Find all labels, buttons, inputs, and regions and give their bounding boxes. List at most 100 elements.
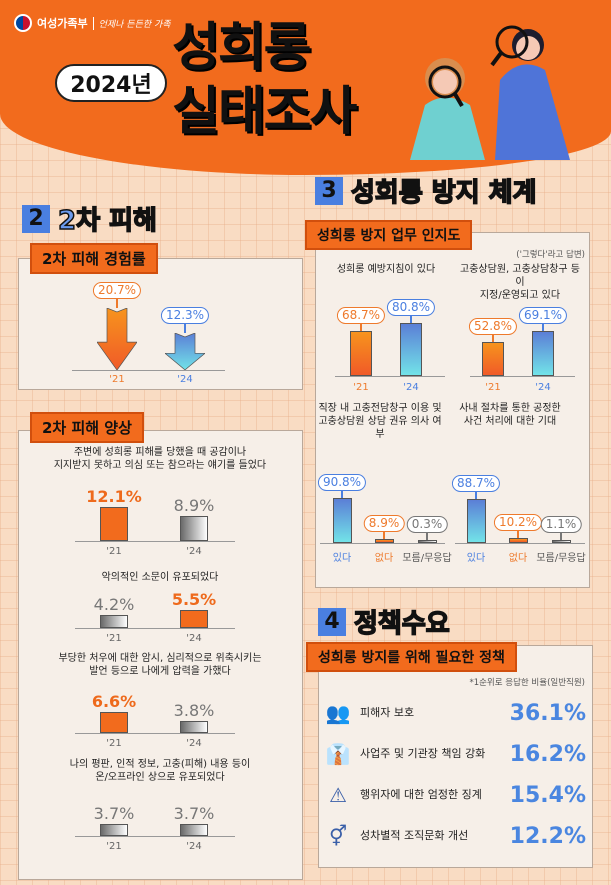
data-label: 1.1% <box>540 516 582 533</box>
category-label: '24 <box>186 546 202 557</box>
label-connector <box>116 295 118 308</box>
section-number: 2 <box>22 204 50 233</box>
chart-baseline <box>75 628 235 629</box>
category-label: 있다 <box>332 553 352 564</box>
main-title-line2: 실태조사 <box>172 82 357 142</box>
data-label: 6.6% <box>91 691 137 711</box>
panel-experience-rate <box>18 258 303 390</box>
data-label: 80.8% <box>386 299 436 317</box>
gender-equality-icon: ⚥ <box>328 824 348 848</box>
panel-label: 2차 피해 경험률 <box>30 243 158 274</box>
bar <box>466 498 486 543</box>
chart-title: 주변에 성희롱 피해를 당했을 때 공감이나 지지받지 못하고 의심 또는 참으… <box>53 447 267 471</box>
bar <box>180 610 208 628</box>
main-title-line1: 성희롱 <box>172 18 312 78</box>
chart-baseline <box>75 836 235 837</box>
category-label: '24 <box>186 633 202 644</box>
chart-baseline <box>455 543 585 544</box>
label-connector <box>184 321 186 334</box>
bar <box>508 537 528 543</box>
data-label: 68.7% <box>336 307 386 325</box>
section-3-heading: 3 성희롱 방지 체계 <box>315 172 537 209</box>
bar <box>551 540 571 543</box>
discipline-icon: ⚠ <box>329 783 347 807</box>
arrow-bar <box>165 333 205 370</box>
data-label: 20.7% <box>92 281 142 299</box>
section-number: 4 <box>318 607 346 636</box>
data-label: 90.8% <box>317 473 367 491</box>
section-title: 성희롱 방지 체계 <box>350 177 537 209</box>
chart-title: 사내 절차를 통한 공정한 사건 처리에 대한 기대 <box>459 403 561 427</box>
policy-value: 36.1% <box>509 700 586 726</box>
panel-label: 성희롱 방지를 위해 필요한 정책 <box>306 642 517 672</box>
arrow-bar <box>97 307 137 370</box>
bar <box>400 323 422 376</box>
data-label: 4.2% <box>93 594 135 614</box>
data-label: 8.9% <box>363 514 405 532</box>
label-connector <box>492 331 494 342</box>
category-label: '21 <box>106 841 122 852</box>
data-label: 69.1% <box>518 307 568 325</box>
section-title: 2차 피해 <box>57 205 157 237</box>
bar <box>532 331 554 376</box>
chart-title: 부당한 처우에 대한 암시, 심리적으로 위축시키는 발언 등으로 나에게 압력… <box>58 653 262 677</box>
policy-label: 피해자 보호 <box>360 706 415 719</box>
category-label: '21 <box>353 382 369 393</box>
category-label: '21 <box>106 738 122 749</box>
label-connector <box>517 527 519 538</box>
year-badge: 2024년 <box>55 64 167 102</box>
policy-row: ⚠ 행위자에 대한 엄정한 징계 15.4% <box>324 778 586 812</box>
chart-baseline <box>72 370 225 371</box>
data-label: 12.1% <box>86 487 142 507</box>
bar <box>100 824 128 836</box>
data-label: 3.7% <box>173 804 215 824</box>
label-connector <box>341 487 343 498</box>
label-connector <box>560 530 562 540</box>
policy-value: 16.2% <box>509 741 586 767</box>
policy-label: 사업주 및 기관장 책임 강화 <box>360 747 486 760</box>
data-label: 88.7% <box>451 474 501 492</box>
employer-responsibility-icon: 👔 <box>325 742 351 766</box>
bar <box>350 331 372 376</box>
chart-baseline <box>320 543 445 544</box>
chart-baseline <box>470 376 575 377</box>
category-label: '24 <box>535 382 551 393</box>
category-label: 모름/무응답 <box>402 553 452 564</box>
label-connector <box>426 530 428 540</box>
chart-title: 직장 내 고충전담창구 이용 및 고충상담원 상담 권유 의사 여부 <box>318 403 442 440</box>
policy-row: ⚥ 성차별적 조직문화 개선 12.2% <box>324 819 586 853</box>
bar <box>374 538 394 543</box>
panel-label: 성희롱 방지 업무 인지도 <box>305 220 473 250</box>
bar <box>482 341 504 376</box>
ministry-logo: 여성가족부 언제나 든든한 가족 <box>14 14 171 32</box>
policy-row: 👥 피해자 보호 36.1% <box>324 696 586 730</box>
category-label: '24 <box>186 738 202 749</box>
data-label: 12.3% <box>160 307 210 325</box>
policy-value: 15.4% <box>509 782 586 808</box>
chart-title: 나의 평판, 인적 정보, 고충(피해) 내용 등이 온/오프라인 상으로 유포… <box>69 759 251 783</box>
section-4-heading: 4 정책수요 <box>318 603 450 640</box>
people-with-magnifiers-illustration <box>410 25 570 160</box>
category-label: '21 <box>485 382 501 393</box>
bar <box>332 497 352 543</box>
bar <box>417 540 437 543</box>
data-label: 10.2% <box>493 513 543 531</box>
category-label: '24 <box>186 841 202 852</box>
slogan: 언제나 든든한 가족 <box>92 16 171 30</box>
label-connector <box>542 321 544 332</box>
chart-baseline <box>335 376 445 377</box>
panel-label: 2차 피해 양상 <box>30 412 144 443</box>
chart-title: 악의적인 소문이 유포되었다 <box>101 572 219 583</box>
data-label: 3.7% <box>93 804 135 824</box>
bar <box>180 720 208 733</box>
chart-baseline <box>75 733 235 734</box>
category-label: 모름/무응답 <box>536 553 586 564</box>
policy-value: 12.2% <box>509 823 586 849</box>
bar <box>180 516 208 541</box>
category-label: '21 <box>109 374 125 385</box>
category-label: '21 <box>106 546 122 557</box>
category-label: 없다 <box>508 553 528 564</box>
label-connector <box>383 528 385 539</box>
ministry-name: 여성가족부 <box>37 17 88 30</box>
chart-title: 성희롱 예방지침이 있다 <box>336 264 436 275</box>
